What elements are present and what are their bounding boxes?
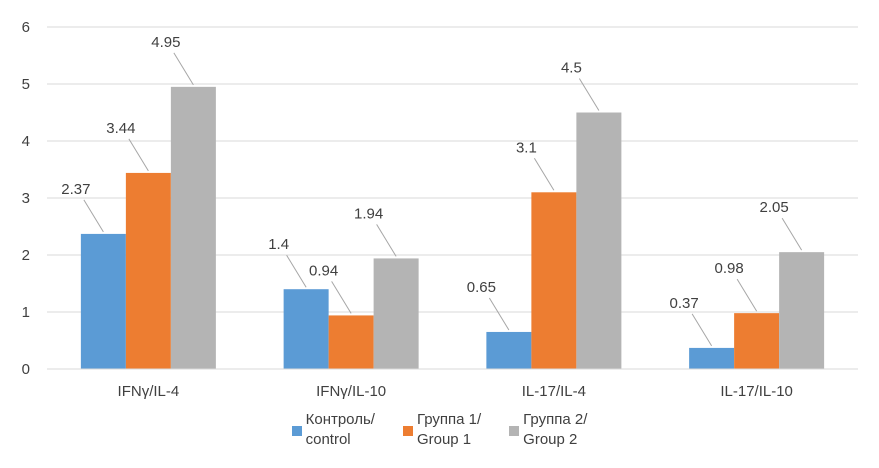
leader-line-s0-c0	[83, 199, 104, 233]
leader-line-s0-c2	[488, 297, 510, 331]
legend-swatch-control	[291, 426, 302, 436]
leader-line-s1-c3	[736, 278, 758, 312]
data-label-s0-c0: 2.37	[61, 181, 90, 198]
leader-line-s0-c3	[691, 313, 713, 347]
bar-s0-c1	[283, 289, 329, 369]
legend-label-control: Контроль/ control	[305, 411, 375, 448]
leader-line-s1-c1	[331, 281, 352, 314]
data-label-s0-c1: 1.4	[268, 236, 289, 253]
y-tick-label-5: 5	[22, 76, 30, 93]
data-label-s1-c2: 3.1	[516, 139, 537, 156]
bar-s1-c2	[531, 192, 577, 369]
leader-line-s2-c1	[376, 224, 397, 257]
leader-line-s2-c2	[578, 78, 600, 111]
leader-line-s0-c1	[286, 254, 307, 288]
leader-line-s1-c0	[128, 138, 149, 172]
bar-s1-c3	[734, 313, 780, 369]
data-label-s0-c3: 0.37	[670, 295, 699, 312]
bar-s1-c0	[125, 172, 171, 369]
legend: Контроль/ control Группа 1/ Group 1 Груп…	[0, 410, 879, 450]
data-label-s1-c1: 0.94	[309, 262, 338, 279]
bar-s2-c2	[576, 112, 622, 369]
y-tick-label-2: 2	[22, 247, 30, 264]
data-label-s2-c0: 4.95	[151, 34, 180, 51]
legend-swatch-group1	[402, 426, 413, 436]
y-tick-label-3: 3	[22, 190, 30, 207]
data-label-s2-c3: 2.05	[760, 199, 789, 216]
category-label-0: IFNγ/IL-4	[118, 383, 180, 400]
bar-s2-c1	[373, 258, 419, 369]
legend-label-group1: Группа 1/ Group 1	[416, 411, 482, 448]
y-tick-label-6: 6	[22, 19, 30, 36]
data-label-s2-c2: 4.5	[561, 60, 582, 77]
data-label-s1-c0: 3.44	[106, 120, 135, 137]
legend-label-group2: Группа 2/ Group 2	[523, 411, 588, 448]
legend-item-group1: Группа 1/ Group 1	[402, 410, 482, 450]
bar-s2-c0	[170, 86, 216, 369]
data-label-s1-c3: 0.98	[715, 260, 744, 277]
bar-s1-c1	[328, 315, 374, 369]
category-label-2: IL-17/IL-4	[522, 383, 586, 400]
bar-s2-c3	[779, 252, 825, 369]
bar-s0-c3	[689, 347, 735, 369]
leader-line-s1-c2	[533, 158, 555, 191]
y-tick-label-1: 1	[22, 304, 30, 321]
data-label-s2-c1: 1.94	[354, 205, 383, 222]
category-label-1: IFNγ/IL-10	[316, 383, 386, 400]
bar-s0-c2	[486, 331, 532, 369]
data-label-s0-c2: 0.65	[467, 279, 496, 296]
category-label-3: IL-17/IL-10	[720, 383, 793, 400]
y-tick-label-0: 0	[22, 361, 30, 378]
legend-item-group2: Группа 2/ Group 2	[509, 410, 587, 450]
leader-line-s2-c3	[781, 217, 803, 251]
bar-s0-c0	[80, 233, 126, 369]
legend-swatch-group2	[509, 426, 520, 436]
leader-line-s2-c0	[173, 52, 194, 86]
legend-item-control: Контроль/ control	[291, 410, 375, 450]
y-tick-label-4: 4	[22, 133, 30, 150]
